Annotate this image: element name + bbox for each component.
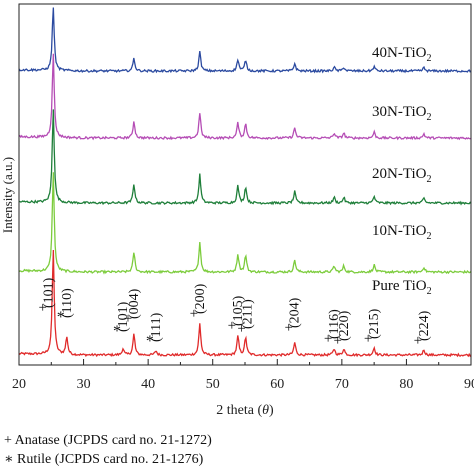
peak-label: (211): [241, 299, 256, 329]
x-axis-label: 2 theta (θ): [216, 403, 274, 418]
x-axis-label-close: ): [269, 403, 274, 418]
anatase-marker: +: [237, 321, 245, 337]
peak-label: (105): [231, 295, 246, 326]
y-axis-label: Intensity (a.u.): [0, 157, 15, 233]
anatase-marker: +: [124, 311, 132, 327]
x-tick-label: 70: [335, 377, 349, 392]
series-label-subscript: 2: [426, 231, 431, 242]
peak-label: (004): [127, 288, 142, 319]
series-label-subscript: 2: [427, 286, 432, 297]
x-tick-label: 20: [12, 377, 26, 392]
peak-label: (110): [60, 288, 75, 318]
x-axis-label-main: 2 theta (: [216, 403, 262, 418]
x-axis-label-var: θ: [262, 403, 269, 418]
peak-label: (224): [417, 310, 432, 341]
peak-label: (116): [327, 309, 342, 339]
series-label-subscript: 2: [426, 53, 431, 64]
x-tick-label: 30: [77, 377, 91, 392]
series-label-text: 10N-TiO: [372, 223, 427, 239]
rutile-marker: *: [146, 333, 154, 350]
peak-label: (215): [367, 308, 382, 339]
x-tick-label: 50: [206, 377, 220, 392]
anatase-marker: +: [364, 331, 372, 347]
series-line: [18, 250, 472, 358]
anatase-marker: +: [334, 333, 342, 349]
x-tick-label: 90: [464, 377, 474, 392]
x-tick-label: 80: [399, 377, 413, 392]
series-line: [18, 53, 472, 141]
peak-label: (101): [42, 277, 57, 308]
peak-label: (204): [288, 297, 303, 328]
peak-label: (111): [149, 312, 164, 342]
axis-layer: 20 30 40 50 60 70 80 90: [12, 359, 474, 392]
anatase-marker: +: [38, 300, 46, 316]
series-label-subscript: 2: [426, 112, 431, 123]
peak-label: (101): [116, 301, 131, 332]
anatase-marker: +: [414, 333, 422, 349]
series-label-subscript: 2: [426, 174, 431, 185]
series-label: 20N-TiO2: [372, 166, 431, 185]
anatase-marker: +: [190, 306, 198, 322]
series-label-text: 40N-TiO: [372, 45, 427, 61]
series-label: 30N-TiO2: [372, 104, 431, 123]
annotation-layer: +(101)*(110)*(101)+(004)*(111) +(200)+(10…: [38, 277, 431, 350]
series-label: 10N-TiO2: [372, 223, 431, 242]
anatase-marker: +: [284, 320, 292, 336]
peak-label: (200): [193, 283, 208, 314]
series-line: [18, 172, 472, 275]
series-label: Pure TiO2: [372, 278, 432, 297]
series-label-text: 30N-TiO: [372, 104, 427, 120]
x-tick-label: 60: [270, 377, 284, 392]
series-label: 40N-TiO2: [372, 45, 431, 64]
peak-label: (220): [337, 310, 352, 341]
legend-anatase: + Anatase (JCPDS card no. 21-1272): [4, 433, 212, 448]
legend-rutile: ∗ Rutile (JCPDS card no. 21-1276): [4, 452, 204, 467]
series-label-text: Pure TiO: [372, 278, 427, 294]
series-label-text: 20N-TiO: [372, 166, 427, 182]
series-line: [18, 109, 472, 206]
rutile-marker: *: [113, 323, 121, 340]
series-layer: Pure TiO210N-TiO220N-TiO230N-TiO240N-TiO…: [18, 7, 472, 358]
x-tick-label: 40: [141, 377, 155, 392]
rutile-marker: *: [57, 309, 65, 326]
anatase-marker: +: [228, 318, 236, 334]
anatase-marker: +: [324, 331, 332, 347]
series-line: [18, 7, 472, 74]
